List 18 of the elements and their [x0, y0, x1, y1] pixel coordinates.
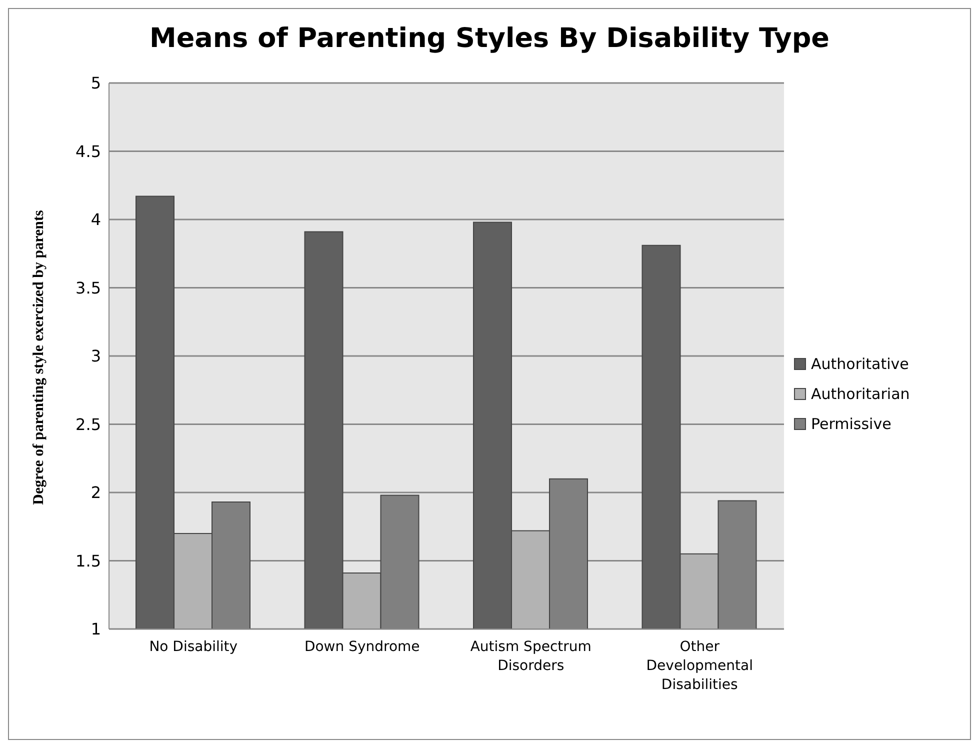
- y-tick-label: 1: [90, 620, 101, 639]
- legend-label: Authoritarian: [811, 385, 910, 403]
- legend-label: Permissive: [811, 415, 892, 433]
- x-tick-label: No Disability: [149, 639, 238, 655]
- x-tick-label: Down Syndrome: [304, 639, 420, 655]
- y-tick-label: 2: [90, 483, 101, 502]
- x-tick-label: Other Developmental Disabilities: [646, 639, 753, 693]
- x-tick-label: Autism Spectrum Disorders: [470, 639, 592, 674]
- y-tick-label: 4: [90, 210, 101, 230]
- y-tick-label: 5: [90, 74, 101, 93]
- legend-label: Authoritative: [811, 355, 909, 373]
- y-tick-label: 3.5: [76, 278, 101, 298]
- y-tick-label: 4.5: [76, 142, 101, 161]
- y-axis-title: Degree of parenting style exercized by parents: [30, 210, 48, 504]
- y-tick-label: 2.5: [76, 414, 101, 434]
- y-tick-label: 1.5: [76, 551, 101, 570]
- y-tick-label: 3: [90, 346, 101, 366]
- chart-title: Means of Parenting Styles By Disability Type: [148, 23, 830, 54]
